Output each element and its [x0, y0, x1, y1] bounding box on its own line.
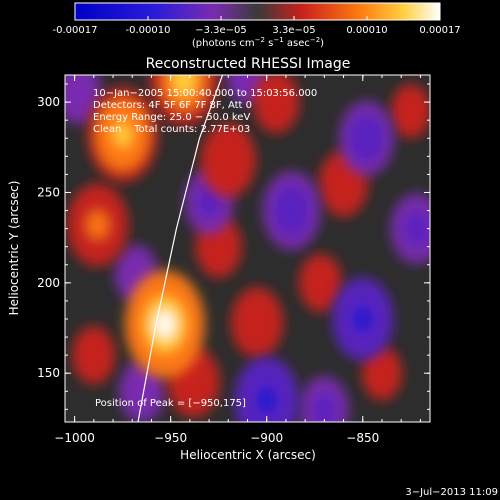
heat-source: [390, 193, 430, 265]
heat-blob: [309, 268, 332, 298]
heat-blob: [255, 385, 278, 415]
heat-blob: [371, 359, 393, 387]
heat-source: [72, 325, 116, 385]
heat-blob: [400, 97, 421, 125]
y-tick-label-3: 250: [37, 185, 60, 199]
heat-blob: [113, 122, 132, 147]
heat-blob: [87, 211, 108, 239]
heat-source: [230, 287, 284, 359]
heat-source: [299, 376, 350, 422]
heat-blob: [357, 125, 376, 151]
heatmap-sources: [65, 75, 430, 422]
clean-counts-text: Clean Total counts: 2.77E+03: [93, 124, 250, 135]
colorbar: [74, 2, 441, 21]
colorbar-units: (photons cm−2 s−1 asec−2): [192, 36, 324, 49]
colorbar-ticks: [74, 16, 441, 20]
info-annotations: 10−Jan−2005 15:00:40.000 to 15:03:56.000…: [93, 88, 317, 135]
heat-source: [87, 86, 159, 183]
heat-source: [262, 170, 321, 251]
y-tick-labels: 150 200 250 300: [37, 95, 60, 380]
x-tick-label-3: −900: [250, 431, 283, 445]
y-tick-label-4: 300: [37, 95, 60, 109]
heat-source: [66, 183, 129, 267]
heat-source: [150, 75, 218, 127]
heat-blob: [281, 197, 302, 224]
colorbar-tick-label-4: 3.3e−05: [272, 25, 315, 36]
heat-blob: [172, 75, 196, 96]
heat-blob: [264, 86, 288, 118]
x-tick-label-2: −950: [154, 431, 187, 445]
heat-blob: [154, 310, 175, 338]
footer-date: 3−Jul−2013 11:09: [405, 487, 498, 498]
heat-blob: [236, 75, 259, 90]
colorbar-tick-label-6: 0.00017: [419, 25, 460, 36]
solar-limb-line: [137, 75, 224, 422]
y-tick-label-2: 200: [37, 276, 60, 290]
x-tick-labels: −1000 −950 −900 −850: [54, 431, 379, 445]
heat-blob: [82, 340, 105, 370]
heat-source: [200, 122, 257, 198]
heat-source: [124, 270, 205, 379]
heat-blob: [207, 231, 231, 263]
axis-ticks: [65, 75, 430, 422]
heat-source: [338, 100, 395, 176]
y-axis-label: Heliocentric Y (arcsec): [7, 181, 21, 316]
peak-position-text: Position of Peak = [−950,175]: [95, 398, 246, 409]
colorbar-tick-label-3: −3.3e−05: [195, 25, 247, 36]
heat-blob: [219, 147, 238, 173]
colorbar-tick-label-2: -0.00010: [126, 25, 171, 36]
heat-source: [253, 75, 300, 134]
chart-title: Reconstructed RHESSI Image: [146, 56, 351, 72]
heat-blob: [311, 392, 337, 422]
heat-source: [361, 346, 403, 401]
heat-blob: [180, 364, 207, 400]
heat-blob: [130, 375, 154, 407]
detectors-text: Detectors: 4F 5F 6F 7F 8F, Att 0: [93, 100, 252, 111]
heat-source: [298, 253, 343, 313]
x-tick-label-4: −850: [346, 431, 379, 445]
x-tick-label-1: −1000: [54, 431, 95, 445]
time-range-text: 10−Jan−2005 15:00:40.000 to 15:03:56.000: [93, 88, 317, 99]
heat-source: [234, 356, 300, 422]
heat-blob: [352, 305, 374, 333]
heat-source: [390, 83, 430, 139]
energy-range-text: Energy Range: 25.0 − 50.0 keV: [93, 112, 250, 123]
heat-blob: [403, 210, 430, 247]
y-tick-label-1: 150: [37, 366, 60, 380]
heat-blob: [196, 184, 222, 219]
heat-source: [331, 277, 394, 361]
colorbar-tick-label-5: 0.00010: [346, 25, 387, 36]
heat-blob: [243, 304, 271, 341]
colorbar-tick-label-1: -0.00017: [53, 25, 98, 36]
heat-blob: [66, 77, 91, 109]
colorbar-tick-labels: -0.00017 -0.00010 −3.3e−05 3.3e−05 0.000…: [53, 25, 461, 36]
heat-blob: [331, 166, 356, 201]
x-axis-label: Heliocentric X (arcsec): [180, 448, 316, 462]
